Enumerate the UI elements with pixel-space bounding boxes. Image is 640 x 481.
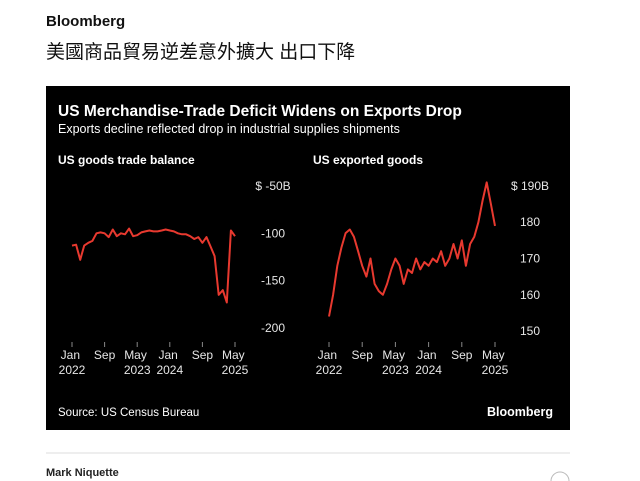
- author: Mark Niquette: [46, 467, 119, 479]
- data-line: [328, 181, 496, 317]
- share-button[interactable]: [550, 471, 570, 481]
- y-tick-label: -150: [261, 274, 285, 288]
- brand: Bloomberg: [46, 13, 125, 30]
- panel-title: US exported goods: [313, 153, 423, 167]
- x-tick-label: Jan 2024: [415, 348, 442, 377]
- y-tick-label: 170: [520, 252, 540, 266]
- chart-title: US Merchandise-Trade Deficit Widens on E…: [58, 103, 462, 120]
- chart-brand: Bloomberg: [487, 405, 553, 419]
- x-tick-label: May 2025: [222, 348, 249, 377]
- x-tick-label: Sep: [352, 348, 374, 362]
- x-tick-label: Jan 2022: [316, 348, 343, 377]
- y-tick-label: $ -50B: [255, 179, 290, 193]
- headline: 美國商品貿易逆差意外擴大 出口下降: [46, 41, 355, 63]
- y-tick-label: -200: [261, 321, 285, 335]
- y-tick-label: 180: [520, 215, 540, 229]
- x-tick-label: May 2023: [124, 348, 151, 377]
- y-tick-label: $ 190B: [511, 179, 549, 193]
- y-tick-label: 160: [520, 288, 540, 302]
- x-tick-label: Jan 2024: [156, 348, 183, 377]
- x-tick-label: Sep: [192, 348, 214, 362]
- x-tick-label: May 2025: [482, 348, 509, 377]
- x-tick-label: Jan 2022: [59, 348, 86, 377]
- source: Source: US Census Bureau: [58, 407, 199, 419]
- chart-panel: [46, 86, 570, 430]
- panel-title: US goods trade balance: [58, 153, 195, 167]
- x-tick-label: Sep: [94, 348, 116, 362]
- x-tick-label: Sep: [451, 348, 473, 362]
- y-tick-label: 150: [520, 324, 540, 338]
- data-line: [71, 227, 236, 304]
- chart-subtitle: Exports decline reflected drop in indust…: [58, 122, 400, 136]
- y-tick-label: -100: [261, 226, 285, 240]
- x-tick-label: May 2023: [382, 348, 409, 377]
